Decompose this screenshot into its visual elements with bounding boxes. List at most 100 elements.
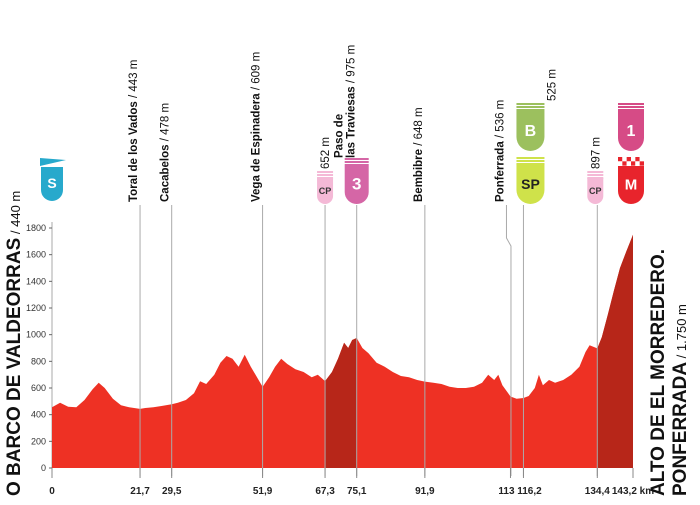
y-tick-label: 600 (31, 383, 46, 393)
checker-square (618, 157, 623, 162)
x-tick-label: 0 (49, 486, 55, 497)
start-location-label: O BARCO DE VALDEORRAS / 440 m (4, 191, 25, 496)
waypoint-label: Paso de (334, 114, 346, 158)
badge-stripe (344, 158, 369, 160)
x-tick-label: 67,3 (315, 486, 335, 497)
checker-square (639, 157, 644, 162)
waypoint-labels: Toral de los Vados / 443 m Cacabelos / 47… (128, 45, 506, 202)
waypoint-label: Toral de los Vados / 443 m (128, 60, 140, 202)
waypoint-label-text: las Traviesas / 975 m (346, 45, 358, 158)
badge-stripe (317, 171, 334, 173)
waypoint-name: las Traviesas (346, 86, 358, 158)
badge-stripe (618, 109, 644, 111)
badge-label: 3 (352, 175, 361, 194)
y-tick-label: 200 (31, 436, 46, 446)
badge-shape (317, 178, 334, 204)
start-badge: S (41, 167, 63, 201)
finish-name-line2: PONFERRADA (670, 362, 691, 496)
badge-altitude-text: 652 m (320, 137, 332, 169)
badge-shape (618, 111, 644, 151)
x-tick-label: 29,5 (162, 486, 182, 497)
badge-stripe (344, 164, 369, 166)
finish-checkered (618, 157, 644, 166)
x-tick-label: 134,4 (585, 486, 610, 497)
checker-square (622, 161, 627, 166)
badge-altitude-text: 897 m (590, 137, 602, 169)
x-axis-ticks: 0 21,7 29,5 51,9 67,3 75,1 91,9 113 116,2 134,4 14… (49, 468, 654, 497)
cp-stripes (587, 171, 604, 179)
side-labels: O BARCO DE VALDEORRAS / 440 m ALTO DE EL … (4, 191, 691, 496)
start-name: O BARCO DE VALDEORRAS (4, 238, 25, 496)
badge-label: M (625, 177, 638, 194)
checker-square (639, 161, 644, 166)
badge-stripe (587, 174, 604, 176)
waypoint-label: Vega de Espinadera / 609 m (251, 52, 263, 202)
cat1-stripes (618, 103, 644, 111)
badge-stripe (587, 171, 604, 173)
y-tick-label: 400 (31, 410, 46, 420)
waypoint-name: Toral de los Vados (128, 101, 140, 202)
cp-stripes (317, 171, 334, 179)
waypoint-label-text: Vega de Espinadera / 609 m (251, 52, 263, 202)
badge-stripe (516, 160, 545, 162)
waypoint-label-text: Cacabelos / 478 m (160, 103, 172, 202)
waypoint-label-text: Ponferrada / 536 m (494, 100, 506, 202)
y-tick-label: 0 (41, 463, 46, 473)
finish-name-line1: ALTO DE EL MORREDERO. (648, 249, 669, 496)
waypoint-altitude: / 975 m (346, 45, 358, 87)
waypoint-label-text: Toral de los Vados / 443 m (128, 60, 140, 202)
badge-shape (618, 166, 644, 204)
waypoint-label: Cacabelos / 478 m (160, 103, 172, 202)
checker-square (618, 161, 623, 166)
waypoint-label: Bembibre / 648 m (413, 107, 425, 202)
y-tick-label: 800 (31, 356, 46, 366)
flag-icon (40, 158, 66, 166)
start-altitude: / 440 m (8, 191, 23, 238)
waypoint-name: Bembibre (413, 149, 425, 202)
badge-shape (516, 164, 545, 205)
finish-location-label: ALTO DE EL MORREDERO. (648, 249, 669, 496)
waypoint-altitude: / 609 m (251, 52, 263, 94)
x-tick-label: 51,9 (253, 486, 273, 497)
waypoint-label-text: Bembibre / 648 m (413, 107, 425, 202)
badge-shape (516, 111, 545, 152)
x-tick-label: 91,9 (415, 486, 435, 497)
waypoint-altitude: / 478 m (160, 103, 172, 145)
badge-stripe (344, 161, 369, 163)
badge-stripe (618, 106, 644, 108)
profile-area (52, 234, 633, 468)
cp-badge: CP (587, 178, 604, 204)
start-location-text: O BARCO DE VALDEORRAS / 440 m (4, 191, 25, 496)
finish-location-label: PONFERRADA / 1.750 m (670, 304, 691, 496)
checker-square (626, 157, 631, 162)
cat3-stripes (344, 158, 369, 166)
badge-label: CP (589, 186, 602, 196)
badge-shape (41, 167, 63, 201)
waypoint-altitude: / 536 m (494, 100, 506, 142)
badge-label: SP (521, 176, 540, 192)
badge-label: S (47, 175, 56, 191)
waypoint-altitude: / 648 m (413, 107, 425, 149)
bonus-stripes (516, 103, 545, 111)
bonus-badge: B (516, 111, 545, 152)
badge-altitude: 652 m (320, 137, 332, 169)
sprint-badge: SP (516, 164, 545, 205)
badge-stripe (516, 109, 545, 111)
x-tick-label: 113 (498, 486, 515, 497)
badge-altitude: 897 m (590, 137, 602, 169)
x-tick-label: 21,7 (130, 486, 150, 497)
checker-square (635, 161, 640, 166)
finish-badge: M (618, 166, 644, 204)
sprint-stripes (516, 157, 545, 165)
waypoint-name: Vega de Espinadera (251, 93, 263, 202)
x-tick-label: 143,2 km (612, 486, 654, 497)
waypoint-label: las Traviesas / 975 m (346, 45, 358, 158)
y-tick-label: 1000 (26, 330, 46, 340)
waypoint-lines (139, 205, 598, 476)
badge-label: 1 (627, 123, 636, 140)
category-badges: S 652 m CP 3 525 m B SP 897 m CP 1 M (40, 69, 644, 205)
y-axis: 0 200 400 600 800 1000 1200 1400 1600 1800 (26, 222, 53, 473)
checker-square (622, 157, 627, 162)
x-tick-label: 75,1 (347, 486, 367, 497)
